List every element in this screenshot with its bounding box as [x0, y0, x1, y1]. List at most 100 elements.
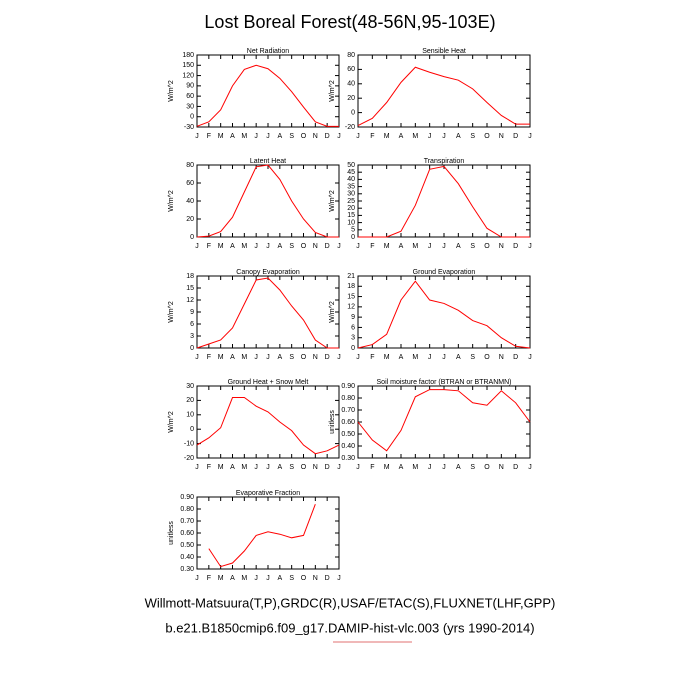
y-tick-label: 45: [347, 169, 355, 176]
panel-title: Net Radiation: [247, 48, 290, 55]
y-tick-label: 18: [186, 273, 194, 280]
x-tick-label: J: [254, 575, 258, 582]
panel-title: Ground Evaporation: [413, 269, 476, 276]
data-line: [357, 389, 531, 452]
x-tick-label: J: [528, 464, 532, 471]
x-tick-label: O: [301, 133, 307, 140]
x-tick-label: A: [277, 133, 282, 140]
plot-frame: [196, 164, 340, 238]
y-axis-label: unitless: [329, 410, 336, 434]
x-tick-label: N: [499, 133, 504, 140]
y-tick-label: 0.30: [341, 455, 355, 462]
x-tick-label: O: [301, 243, 307, 250]
y-tick-label: -20: [184, 455, 194, 462]
y-axis-label: W/m^2: [168, 411, 175, 433]
x-tick-label: N: [499, 243, 504, 250]
x-tick-label: J: [428, 464, 432, 471]
x-tick-label: N: [313, 243, 318, 250]
y-axis-label: W/m^2: [329, 190, 336, 212]
data-line: [358, 165, 530, 238]
y-tick-label: 0.60: [341, 419, 355, 426]
y-tick-label: 80: [186, 162, 194, 169]
plot-frame: [196, 54, 340, 128]
x-tick-label: F: [207, 243, 211, 250]
y-tick-label: 12: [186, 297, 194, 304]
x-tick-label: D: [325, 243, 330, 250]
x-tick-label: F: [207, 354, 211, 361]
x-tick-label: J: [254, 243, 258, 250]
y-tick-label: 0: [190, 114, 194, 121]
y-tick-label: 9: [190, 309, 194, 316]
x-tick-label: S: [289, 354, 294, 361]
x-tick-label: J: [266, 464, 270, 471]
x-tick-label: O: [301, 464, 307, 471]
panel-title: Latent Heat: [250, 158, 286, 165]
y-tick-label: 0.90: [341, 383, 355, 390]
plot-frame: [357, 385, 531, 459]
x-tick-label: J: [528, 354, 532, 361]
x-tick-label: J: [442, 464, 446, 471]
y-tick-label: 0.80: [341, 395, 355, 402]
y-tick-label: 0.70: [180, 518, 194, 525]
x-tick-label: J: [266, 354, 270, 361]
x-tick-label: D: [325, 464, 330, 471]
x-tick-label: S: [289, 133, 294, 140]
x-tick-label: D: [513, 133, 518, 140]
y-tick-label: 0.70: [341, 407, 355, 414]
y-tick-label: 25: [347, 198, 355, 205]
panel-title: Ground Heat + Snow Melt: [228, 379, 309, 386]
x-tick-label: M: [241, 354, 247, 361]
y-tick-label: 180: [182, 52, 194, 59]
y-tick-label: 15: [347, 212, 355, 219]
plot-frame: [196, 275, 340, 349]
y-tick-label: 30: [186, 383, 194, 390]
x-tick-label: A: [456, 354, 461, 361]
y-tick-label: 40: [347, 81, 355, 88]
x-tick-label: A: [230, 575, 235, 582]
x-tick-label: J: [337, 243, 341, 250]
x-tick-label: N: [499, 464, 504, 471]
x-tick-label: N: [313, 133, 318, 140]
y-tick-label: -10: [184, 440, 194, 447]
x-tick-label: D: [513, 354, 518, 361]
figure-title: Lost Boreal Forest(48-56N,95-103E): [204, 12, 495, 32]
x-tick-label: A: [277, 354, 282, 361]
x-tick-label: J: [428, 243, 432, 250]
y-tick-label: 40: [186, 198, 194, 205]
x-tick-label: F: [207, 575, 211, 582]
x-tick-label: N: [313, 464, 318, 471]
y-tick-label: 10: [186, 412, 194, 419]
y-tick-label: 0.50: [341, 431, 355, 438]
x-tick-label: J: [356, 243, 360, 250]
x-tick-label: D: [325, 354, 330, 361]
x-tick-label: J: [337, 575, 341, 582]
y-tick-label: 0.90: [180, 494, 194, 501]
x-tick-label: M: [218, 464, 224, 471]
x-tick-label: J: [337, 464, 341, 471]
y-tick-label: 5: [351, 227, 355, 234]
x-tick-label: S: [470, 464, 475, 471]
x-tick-label: N: [499, 354, 504, 361]
x-tick-label: D: [513, 243, 518, 250]
x-tick-label: A: [399, 354, 404, 361]
y-tick-label: 120: [182, 72, 194, 79]
x-tick-label: A: [277, 575, 282, 582]
x-tick-label: M: [384, 354, 390, 361]
x-tick-label: M: [218, 354, 224, 361]
x-tick-label: M: [241, 243, 247, 250]
x-tick-label: M: [412, 354, 418, 361]
x-tick-label: F: [370, 354, 374, 361]
x-tick-label: M: [241, 133, 247, 140]
x-tick-label: M: [384, 464, 390, 471]
x-tick-label: O: [484, 133, 490, 140]
data-line: [196, 64, 339, 127]
x-tick-label: M: [241, 464, 247, 471]
x-tick-label: J: [266, 243, 270, 250]
x-tick-label: M: [241, 575, 247, 582]
x-tick-label: A: [277, 464, 282, 471]
plot-frame: [357, 275, 531, 349]
x-tick-label: J: [254, 354, 258, 361]
x-tick-label: F: [370, 133, 374, 140]
y-tick-label: 3: [351, 335, 355, 342]
